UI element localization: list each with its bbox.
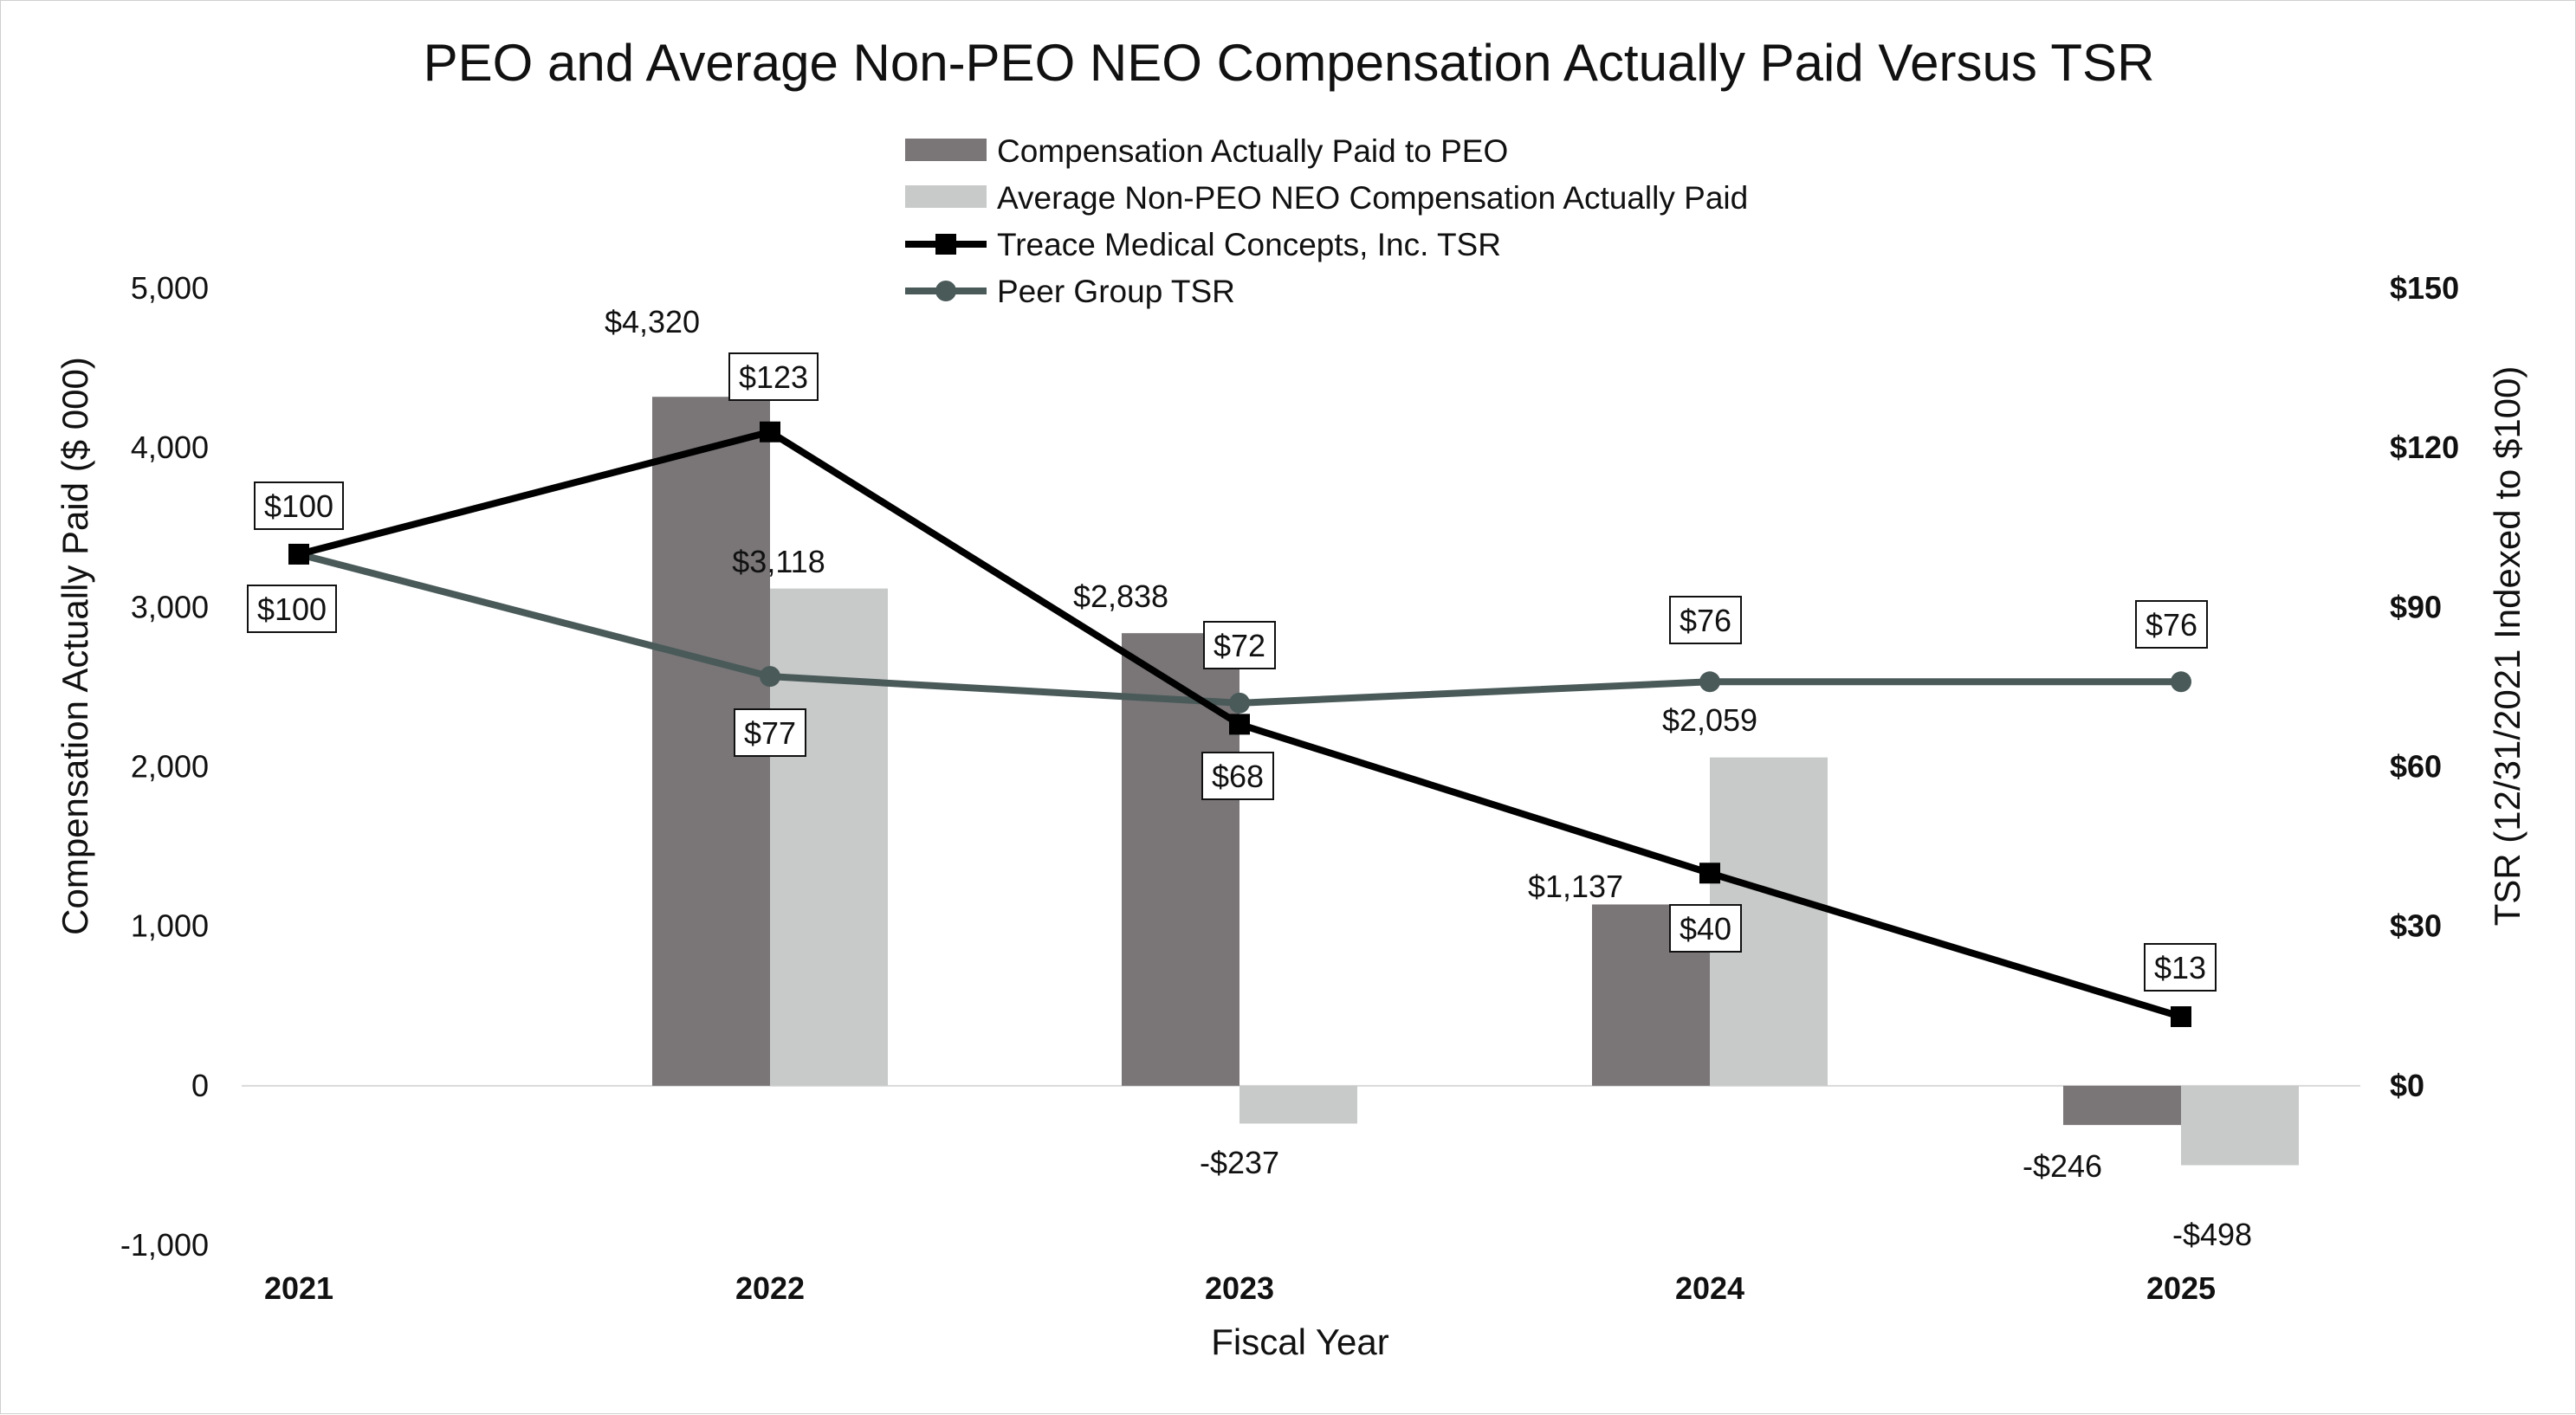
legend-marker	[935, 281, 956, 301]
x-tick-label: 2023	[1205, 1270, 1274, 1306]
peer-tsr-label: $72	[1203, 621, 1276, 669]
legend-label: Average Non-PEO NEO Compensation Actuall…	[997, 180, 1748, 216]
y2-axis-label: TSR (12/31/2021 Indexed to $100)	[2487, 366, 2527, 927]
legend: Compensation Actually Paid to PEO Average…	[905, 133, 1748, 309]
peer-tsr-label: $77	[734, 708, 806, 757]
y2-axis-ticks: $150 $120 $90 $60 $30 $0	[2390, 270, 2459, 1103]
peer-tsr-label-text: $77	[744, 715, 796, 751]
legend-label: Compensation Actually Paid to PEO	[997, 133, 1508, 169]
treace-tsr-label-text: $100	[264, 488, 333, 524]
neo-bar-label: -$237	[1200, 1145, 1279, 1180]
peo-bar-label: $2,838	[1073, 578, 1168, 614]
x-axis-label: Fiscal Year	[1211, 1321, 1388, 1362]
legend-label: Treace Medical Concepts, Inc. TSR	[997, 227, 1501, 262]
peer-tsr-label: $76	[1669, 596, 1742, 644]
treace-tsr-label: $100	[254, 481, 344, 530]
data-labels: $4,320 $2,838 $1,137 -$246 $3,118 -$237 $2,059…	[247, 304, 2252, 1252]
legend-swatch	[905, 139, 987, 161]
x-axis-ticks: 2021 2022 2023 2024 2025	[264, 1270, 2216, 1306]
y-tick-label: 0	[191, 1068, 209, 1103]
y-tick-label: 5,000	[131, 270, 209, 306]
treace-tsr-point	[1229, 714, 1250, 735]
peer-tsr-point	[2171, 671, 2191, 693]
peer-tsr-label: $100	[247, 585, 337, 633]
peo-bar-label: $1,137	[1528, 869, 1623, 904]
treace-tsr-label-text: $123	[739, 359, 808, 395]
y-axis-ticks: 5,000 4,000 3,000 2,000 1,000 0 -1,000	[120, 270, 209, 1263]
y2-tick-label: $60	[2390, 749, 2442, 785]
x-tick-label: 2024	[1675, 1270, 1744, 1306]
y-tick-label: 3,000	[131, 589, 209, 624]
treace-tsr-label: $123	[728, 352, 819, 401]
neo-bar-label: $2,059	[1662, 702, 1757, 738]
legend-marker	[935, 234, 956, 255]
x-tick-label: 2025	[2146, 1270, 2216, 1306]
y2-tick-label: $0	[2390, 1068, 2424, 1103]
treace-tsr-point	[1699, 863, 1720, 884]
neo-bar	[770, 588, 888, 1086]
y-tick-label: 2,000	[131, 749, 209, 785]
treace-tsr-point	[288, 543, 309, 565]
neo-bar-label: $3,118	[732, 544, 825, 579]
treace-tsr-label-text: $68	[1212, 759, 1264, 794]
y2-tick-label: $150	[2390, 270, 2459, 306]
peer-tsr-point	[1229, 692, 1250, 714]
peer-tsr-label-text: $76	[2146, 607, 2197, 643]
peer-tsr-point	[760, 666, 780, 688]
peer-tsr-label: $76	[2135, 600, 2208, 649]
treace-tsr-label: $13	[2144, 943, 2217, 992]
y-axis-label: Compensation Actually Paid ($ 000)	[55, 357, 95, 935]
legend-label: Peer Group TSR	[997, 274, 1235, 309]
y2-tick-label: $90	[2390, 589, 2442, 624]
neo-bar	[2181, 1085, 2299, 1166]
y2-tick-label: $120	[2390, 430, 2459, 465]
legend-swatch	[905, 185, 987, 208]
peo-bar-label: $4,320	[605, 304, 700, 339]
x-tick-label: 2022	[735, 1270, 805, 1306]
peer-tsr-label-text: $76	[1680, 603, 1731, 638]
treace-tsr-point	[2171, 1006, 2191, 1028]
treace-tsr-label-text: $40	[1680, 911, 1731, 947]
peer-tsr-label-text: $100	[257, 591, 327, 627]
treace-tsr-label-text: $13	[2154, 950, 2206, 985]
y-tick-label: 4,000	[131, 430, 209, 465]
chart-title: PEO and Average Non-PEO NEO Compensation…	[424, 34, 2155, 92]
peer-tsr-point	[1699, 671, 1720, 693]
tsr-lines	[288, 421, 2191, 1028]
peo-bar	[2063, 1085, 2181, 1126]
x-tick-label: 2021	[264, 1270, 333, 1306]
treace-tsr-point	[760, 421, 780, 443]
y-tick-label: 1,000	[131, 908, 209, 944]
y2-tick-label: $30	[2390, 908, 2442, 944]
peer-tsr-label-text: $72	[1214, 628, 1265, 663]
treace-tsr-label: $68	[1201, 752, 1274, 800]
treace-tsr-label: $40	[1669, 904, 1742, 953]
peo-bar-label: -$246	[2023, 1148, 2102, 1184]
neo-bar-label: -$498	[2172, 1217, 2252, 1252]
y-tick-label: -1,000	[120, 1227, 209, 1263]
neo-bar	[1239, 1085, 1357, 1124]
